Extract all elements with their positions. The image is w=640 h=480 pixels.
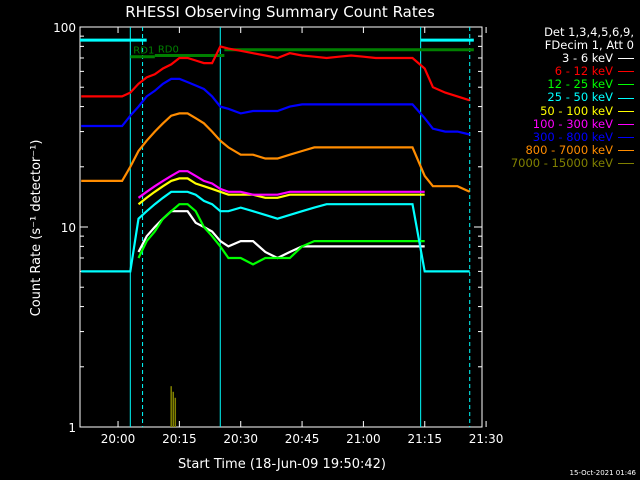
legend-swatch [618, 97, 634, 99]
legend-entry: 3 - 6 keV [511, 52, 634, 65]
legend-label: 25 - 50 keV [547, 90, 613, 105]
legend-header-detectors: Det 1,3,4,5,6,9, [544, 25, 634, 39]
chart-title: RHESSI Observing Summary Count Rates [125, 3, 435, 21]
legend-header-decimation: FDecim 1, Att 0 [544, 38, 634, 53]
y-tick-label-1: 10 [61, 221, 76, 235]
legend-entry: 50 - 100 keV [511, 103, 634, 118]
legend-swatch [618, 136, 634, 138]
legend-swatch [618, 110, 634, 112]
legend-swatch [618, 149, 634, 151]
series-line-1-0 [81, 45, 471, 102]
series-line-3-0 [81, 190, 470, 273]
legend-entry: 25 - 50 keV [511, 91, 634, 104]
legend: Det 1,3,4,5,6,9, FDecim 1, Att 0 3 - 6 k… [510, 25, 634, 170]
x-tick-label-1: 20:15 [162, 432, 197, 446]
series-line-6-0 [81, 77, 470, 136]
y-tick-label-2: 100 [53, 21, 76, 35]
plot-area: RD1 RD0 20:00 20:15 20:30 20:45 21:00 21:15 21:3… [53, 21, 503, 446]
legend-label: 100 - 300 keV [532, 116, 613, 131]
marker-label-rd1: RD1 [133, 46, 154, 57]
legend-label: 300 - 800 keV [532, 129, 613, 144]
x-tick-label-5: 21:15 [407, 432, 442, 446]
x-tick-label-3: 20:45 [285, 432, 320, 446]
x-axis-label: Start Time (18-Jun-09 19:50:42) [178, 457, 386, 472]
series-line-0-0 [137, 210, 425, 260]
x-tick-label-2: 20:30 [223, 432, 258, 446]
legend-swatch [618, 58, 634, 60]
legend-label: 3 - 6 keV [562, 51, 613, 66]
timestamp: 15-Oct-2021 01:46 [569, 469, 636, 477]
legend-label: 800 - 7000 keV [525, 142, 613, 157]
plot-frame [79, 26, 483, 428]
legend-entry: 300 - 800 keV [511, 129, 634, 144]
legend-entry: 6 - 12 keV [511, 65, 634, 78]
legend-label: 6 - 12 keV [554, 64, 613, 79]
marker-label-rd0: RD0 [158, 45, 179, 56]
legend-label: 50 - 100 keV [540, 103, 613, 118]
legend-swatch [618, 162, 634, 164]
legend-label: 12 - 25 keV [547, 77, 613, 92]
x-tick-label-0: 20:00 [101, 432, 136, 446]
y-tick-label-0: 1 [68, 421, 76, 435]
legend-swatch [618, 71, 634, 73]
legend-entry: 800 - 7000 keV [511, 142, 634, 157]
legend-swatch [618, 84, 634, 86]
legend-label: 7000 - 15000 keV [510, 155, 613, 170]
legend-entry: 12 - 25 keV [511, 78, 634, 91]
legend-entry: 7000 - 15000 keV [510, 155, 634, 170]
y-axis-label: Count Rate (s⁻¹ detector⁻¹) [29, 140, 44, 317]
x-tick-label-6: 21:30 [469, 432, 504, 446]
series-line-7-0 [81, 112, 471, 193]
series-line-2-0 [137, 203, 425, 266]
series-line-4-0 [137, 177, 425, 206]
legend-entry: 100 - 300 keV [511, 116, 634, 131]
legend-swatch [618, 123, 634, 125]
series-line-5-0 [137, 170, 425, 199]
x-tick-label-4: 21:00 [346, 432, 381, 446]
